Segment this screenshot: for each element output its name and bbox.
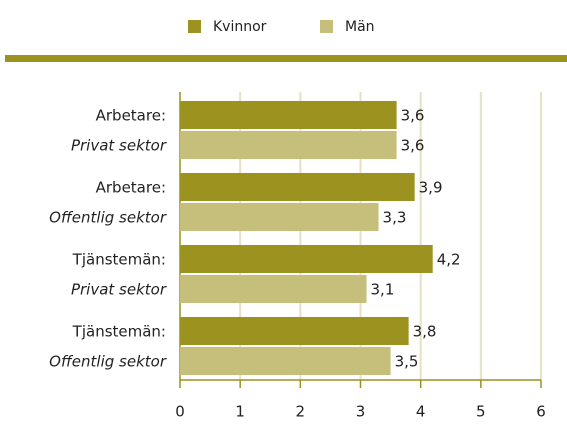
category-label: Privat sektor [71, 281, 167, 299]
legend-label: Kvinnor [213, 19, 267, 35]
header-rule [5, 55, 567, 62]
legend-swatch [320, 20, 333, 33]
x-tick-label: 2 [296, 403, 306, 421]
bar [180, 203, 379, 231]
legend-label: Män [345, 19, 375, 35]
x-tick-label: 4 [416, 403, 426, 421]
value-label: 3,6 [401, 107, 425, 125]
value-label: 4,2 [437, 251, 461, 269]
category-label: Offentlig sektor [49, 209, 167, 227]
value-label: 3,6 [401, 137, 425, 155]
value-label: 3,1 [371, 281, 395, 299]
value-label: 3,3 [383, 209, 407, 227]
x-tick-label: 0 [175, 403, 185, 421]
x-tick-label: 5 [476, 403, 486, 421]
category-label: Tjänstemän: [72, 251, 166, 269]
bar [180, 347, 391, 375]
bar [180, 317, 409, 345]
x-tick-label: 3 [356, 403, 366, 421]
x-tick-label: 1 [235, 403, 245, 421]
legend-swatch [188, 20, 201, 33]
bar [180, 131, 397, 159]
category-label: Offentlig sektor [49, 353, 167, 371]
category-label: Arbetare: [96, 179, 166, 197]
category-label: Privat sektor [71, 137, 167, 155]
category-label: Arbetare: [96, 107, 166, 125]
bar [180, 101, 397, 129]
value-label: 3,5 [395, 353, 419, 371]
bar [180, 245, 433, 273]
value-label: 3,9 [419, 179, 443, 197]
bar [180, 173, 415, 201]
bar [180, 275, 367, 303]
category-label: Tjänstemän: [72, 323, 166, 341]
x-tick-label: 6 [536, 403, 546, 421]
value-label: 3,8 [413, 323, 437, 341]
